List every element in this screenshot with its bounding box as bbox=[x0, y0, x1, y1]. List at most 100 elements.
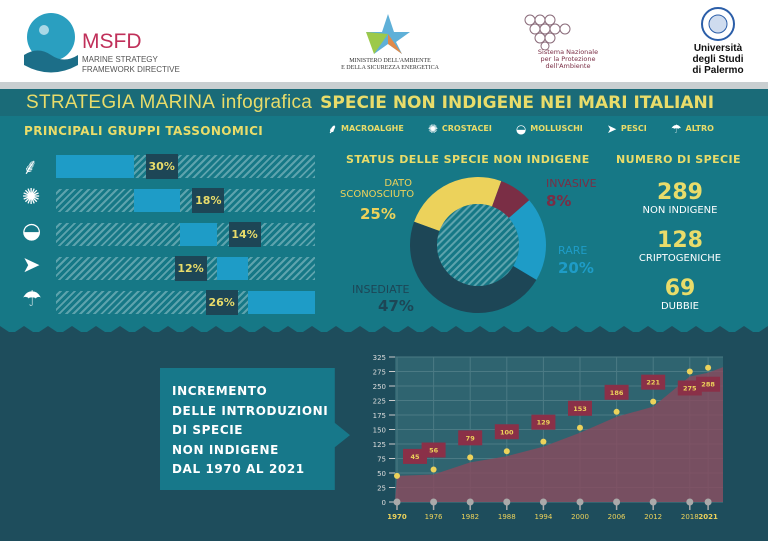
numero-list: 289 NON INDIGENE 128 CRIPTOGENICHE 69 DU… bbox=[610, 180, 750, 312]
data-label: 56 bbox=[429, 447, 439, 455]
increment-line: NON INDIGENE bbox=[172, 442, 279, 457]
unipa-line2: degli Studi bbox=[692, 54, 744, 65]
x-tick-label: 1988 bbox=[498, 513, 516, 521]
count-label: CRIPTOGENICHE bbox=[638, 253, 722, 264]
jellyfish-icon: ☂ bbox=[670, 121, 682, 136]
data-point bbox=[705, 364, 712, 371]
ministero-line1: MINISTERO DELL'AMBIENTE bbox=[349, 58, 431, 64]
legend-label: PESCI bbox=[620, 124, 647, 133]
shell-icon: ◒ bbox=[22, 219, 42, 244]
msfd-sub2: FRAMEWORK DIRECTIVE bbox=[82, 65, 180, 74]
title-infografica: infografica bbox=[221, 91, 313, 113]
x-pin-head bbox=[704, 498, 712, 506]
x-pin-head bbox=[466, 498, 474, 506]
data-label-box bbox=[403, 448, 427, 464]
status-title: STATUS DELLE SPECIE NON INDIGENE bbox=[346, 153, 590, 166]
unipa-text: Università degli Studi di Palermo bbox=[690, 43, 746, 76]
donut-slice bbox=[410, 221, 537, 313]
legend-macroalghe: ⸙ MACROALGHE bbox=[328, 120, 404, 137]
x-pin-head bbox=[539, 498, 547, 506]
x-tick-label: 2018 bbox=[681, 513, 699, 521]
data-label: 153 bbox=[573, 405, 587, 413]
x-pin-head bbox=[686, 498, 694, 506]
snpa-logo-icon bbox=[524, 14, 571, 50]
unipa-seal-icon bbox=[701, 7, 735, 41]
label-dato: DATO SCONOSCIUTO bbox=[340, 178, 414, 200]
donut-slice bbox=[492, 181, 530, 218]
legend-pesci: ➤ PESCI bbox=[607, 120, 647, 137]
snpa-line1: Sistema Nazionale bbox=[537, 48, 599, 56]
bar-segment bbox=[133, 189, 181, 212]
seaweed-icon: ⸙ bbox=[328, 122, 338, 136]
y-tick-label: 25 bbox=[377, 485, 386, 493]
x-tick-label: 2021 bbox=[698, 513, 718, 521]
x-pin-head bbox=[613, 498, 621, 506]
shell-icon: ◒ bbox=[515, 121, 527, 136]
snpa-line2: per la Protezione bbox=[540, 55, 596, 63]
increment-line: DAL 1970 AL 2021 bbox=[172, 462, 305, 476]
donut-slice bbox=[508, 200, 546, 280]
status-donut-chart bbox=[410, 177, 546, 313]
x-pin-head bbox=[430, 498, 438, 506]
count-dubbie: 69 bbox=[664, 276, 696, 301]
data-point bbox=[394, 472, 400, 479]
x-tick-label: 1970 bbox=[387, 513, 407, 521]
legend-label: CROSTACEI bbox=[441, 124, 492, 133]
msfd-logo-icon bbox=[24, 13, 78, 73]
data-label-box bbox=[568, 400, 592, 416]
bar-segment bbox=[216, 257, 248, 280]
y-tick-label: 75 bbox=[377, 456, 386, 464]
count-criptogeniche: 128 bbox=[657, 228, 703, 253]
bar-label: 18% bbox=[192, 188, 225, 213]
bar-track: 26% bbox=[56, 290, 315, 315]
x-pin-head bbox=[393, 498, 401, 506]
y-tick-label: 275 bbox=[373, 369, 386, 377]
x-tick-label: 2012 bbox=[644, 513, 662, 521]
count-non-indigene: 289 bbox=[657, 180, 703, 205]
data-label: 186 bbox=[610, 389, 624, 397]
title-strategia: STRATEGIA MARINA bbox=[26, 91, 216, 113]
label-rare: RARE bbox=[558, 244, 588, 257]
area-fill bbox=[395, 367, 723, 502]
bar-segment bbox=[56, 155, 134, 178]
data-point bbox=[686, 368, 693, 375]
data-label-box bbox=[421, 442, 446, 458]
x-tick-label: 1976 bbox=[425, 513, 443, 521]
value-rare: 20% bbox=[558, 259, 594, 277]
data-label: 129 bbox=[537, 419, 551, 427]
title-bar: STRATEGIA MARINA infografica SPECIE NON … bbox=[0, 89, 768, 116]
header: MSFD MARINE STRATEGY FRAMEWORK DIRECTIVE… bbox=[0, 0, 768, 82]
count-label: DUBBIE bbox=[660, 301, 699, 312]
label-invasive: INVASIVE bbox=[546, 177, 597, 190]
increment-line: DI SPECIE bbox=[172, 423, 244, 437]
fish-icon: ➤ bbox=[22, 253, 41, 278]
x-tick-label: 2006 bbox=[608, 513, 626, 521]
data-label-box bbox=[604, 384, 629, 400]
value-insediate: 47% bbox=[378, 297, 414, 315]
value-dato: 25% bbox=[360, 205, 396, 223]
ministero-line2: E DELLA SICUREZZA ENERGETICA bbox=[341, 65, 439, 71]
crab-icon: ✺ bbox=[427, 121, 438, 136]
increment-line: INCREMENTO bbox=[172, 384, 268, 398]
unipa-line1: Università bbox=[693, 43, 743, 54]
bar-label: 26% bbox=[205, 290, 238, 315]
x-pin-head bbox=[649, 498, 657, 506]
jellyfish-icon: ☂ bbox=[22, 287, 42, 312]
msfd-title: MSFD bbox=[82, 30, 142, 53]
legend-molluschi: ◒ MOLLUSCHI bbox=[516, 120, 583, 137]
y-tick-label: 175 bbox=[373, 412, 386, 420]
data-point bbox=[540, 438, 547, 445]
divider bbox=[0, 82, 768, 89]
bar-segment bbox=[247, 291, 315, 314]
x-tick-label: 1994 bbox=[534, 513, 552, 521]
donut-center bbox=[437, 204, 519, 286]
data-point bbox=[430, 466, 437, 473]
y-tick-label: 150 bbox=[373, 427, 386, 435]
data-label-box bbox=[494, 424, 519, 440]
data-label: 275 bbox=[683, 385, 697, 393]
value-invasive: 8% bbox=[546, 192, 572, 210]
data-label-box bbox=[677, 380, 702, 396]
numero-title: NUMERO DI SPECIE bbox=[616, 153, 741, 166]
increment-box: INCREMENTO DELLE INTRODUZIONI DI SPECIE … bbox=[160, 368, 350, 490]
data-label: 45 bbox=[410, 453, 420, 461]
